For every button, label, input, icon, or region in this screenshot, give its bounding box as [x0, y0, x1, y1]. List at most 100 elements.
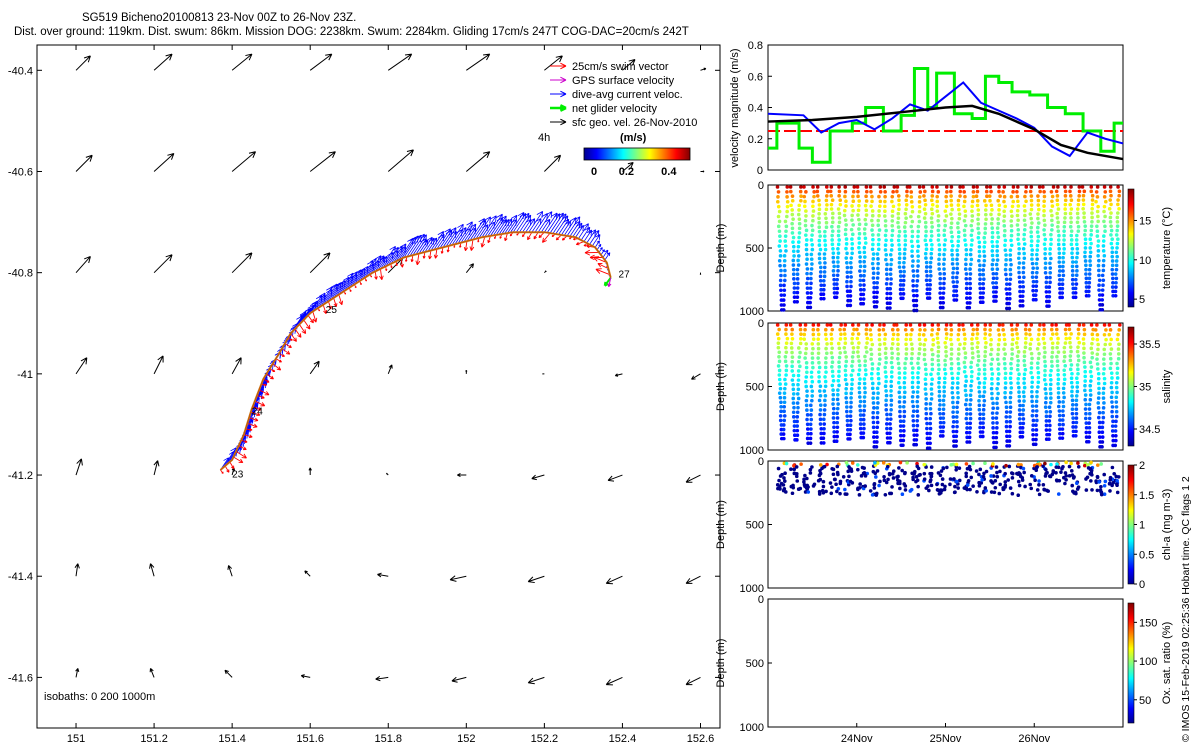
speed-colorbar-tick-label: 0.2	[619, 166, 634, 178]
salinity-sample-point	[901, 404, 906, 409]
salinity-sample-point	[805, 413, 810, 417]
salinity-sample-point	[910, 371, 915, 375]
temperature-sample-point	[903, 234, 908, 238]
chla-sample-point	[817, 492, 822, 496]
salinity-sample-point	[1061, 386, 1066, 391]
salinity-sample-point	[776, 364, 781, 368]
salinity-sample-point	[1030, 356, 1034, 361]
salinity-sample-point	[970, 346, 975, 351]
salinity-sample-point	[898, 385, 902, 390]
salinity-sample-point	[775, 323, 780, 327]
swim-vector-arrow	[428, 250, 432, 260]
temperature-sample-point	[996, 198, 1000, 203]
salinity-sample-point	[830, 355, 835, 360]
salinity-sample-point	[904, 332, 909, 337]
chla-sample-point	[846, 469, 850, 474]
salinity-sample-point	[949, 328, 954, 332]
legend-arrow	[550, 118, 567, 126]
velocity-y-label: velocity magnitude (m/s)	[729, 48, 741, 167]
salinity-sample-point	[1062, 345, 1067, 350]
legend-item-label: sfc geo. vel. 26-Nov-2010	[572, 117, 697, 129]
salinity-sample-point	[971, 327, 976, 332]
temperature-sample-point	[1044, 280, 1049, 285]
salinity-sample-point	[878, 323, 882, 327]
temperature-sample-point	[1097, 293, 1102, 297]
temperature-sample-point	[1020, 303, 1025, 308]
temperature-sample-point	[1097, 278, 1102, 283]
temperature-sample-point	[804, 242, 809, 247]
chla-sample-point	[863, 474, 868, 478]
temperature-sample-point	[1101, 244, 1106, 248]
temperature-sample-point	[790, 212, 795, 217]
salinity-sample-point	[1017, 408, 1022, 412]
temperature-sample-point	[848, 303, 853, 308]
salinity-sample-point	[897, 371, 902, 375]
temperature-sample-point	[857, 203, 861, 208]
chla-sample-point	[831, 472, 836, 477]
temperature-sample-point	[834, 295, 839, 300]
salinity-sample-point	[842, 327, 847, 332]
chla-sample-point	[948, 482, 952, 487]
salinity-sample-point	[1100, 435, 1105, 439]
salinity-sample-point	[914, 442, 919, 447]
temperature-sample-point	[1005, 306, 1009, 311]
temperature-sample-point	[949, 225, 953, 230]
salinity-sample-point	[1067, 327, 1072, 332]
temperature-sample-point	[1113, 272, 1118, 276]
salinity-sample-point	[1089, 374, 1094, 379]
temperature-sample-point	[1057, 247, 1061, 251]
salinity-sample-point	[829, 351, 834, 355]
temperature-sample-point	[875, 285, 879, 290]
swim-vector-arrow	[278, 353, 285, 357]
profile-y-tick-label: 0	[758, 594, 764, 606]
temperature-sample-point	[850, 218, 854, 222]
salinity-sample-point	[929, 333, 934, 337]
salinity-sample-point	[995, 411, 999, 415]
salinity-sample-point	[997, 337, 1002, 342]
salinity-sample-point	[1095, 323, 1099, 327]
temperature-sample-point	[935, 185, 939, 189]
salinity-sample-point	[949, 347, 954, 352]
temperature-sample-point	[1100, 273, 1105, 278]
temperature-sample-point	[1043, 237, 1048, 242]
salinity-sample-point	[851, 350, 856, 355]
temperature-sample-point	[1090, 193, 1095, 198]
salinity-sample-point	[843, 377, 848, 382]
chla-sample-point	[857, 493, 862, 497]
chla-sample-point	[1067, 474, 1072, 478]
temperature-sample-point	[897, 265, 902, 269]
salinity-sample-point	[936, 358, 941, 363]
temperature-sample-point	[1115, 246, 1119, 250]
salinity-sample-point	[856, 354, 861, 359]
salinity-sample-point	[1044, 423, 1049, 428]
temperature-sample-point	[808, 300, 812, 305]
temperature-sample-point	[911, 259, 915, 263]
salinity-sample-point	[869, 347, 873, 352]
temperature-sample-point	[925, 282, 930, 287]
temperature-sample-point	[897, 198, 901, 203]
salinity-sample-point	[968, 412, 973, 416]
temperature-sample-point	[845, 279, 849, 284]
chla-sample-point	[957, 466, 962, 470]
temperature-sample-point	[1108, 189, 1113, 194]
salinity-sample-point	[942, 367, 947, 372]
temperature-sample-point	[944, 214, 949, 218]
salinity-sample-point	[783, 355, 788, 359]
temperature-sample-point	[958, 185, 962, 189]
temperature-sample-point	[1031, 284, 1036, 288]
salinity-sample-point	[951, 405, 956, 410]
temperature-sample-point	[783, 244, 788, 248]
salinity-sample-point	[1036, 337, 1040, 342]
salinity-sample-point	[1081, 337, 1086, 341]
salinity-sample-point	[955, 420, 959, 424]
salinity-sample-point	[1114, 395, 1119, 400]
temperature-sample-point	[1074, 277, 1078, 282]
salinity-sample-point	[875, 386, 880, 391]
temperature-sample-point	[1082, 219, 1087, 224]
temperature-sample-point	[912, 293, 916, 298]
temperature-sample-point	[1015, 199, 1020, 204]
salinity-sample-point	[1015, 336, 1020, 341]
geo-velocity-arrow	[304, 570, 311, 577]
temperature-sample-point	[1008, 253, 1013, 257]
salinity-sample-point	[944, 349, 948, 354]
